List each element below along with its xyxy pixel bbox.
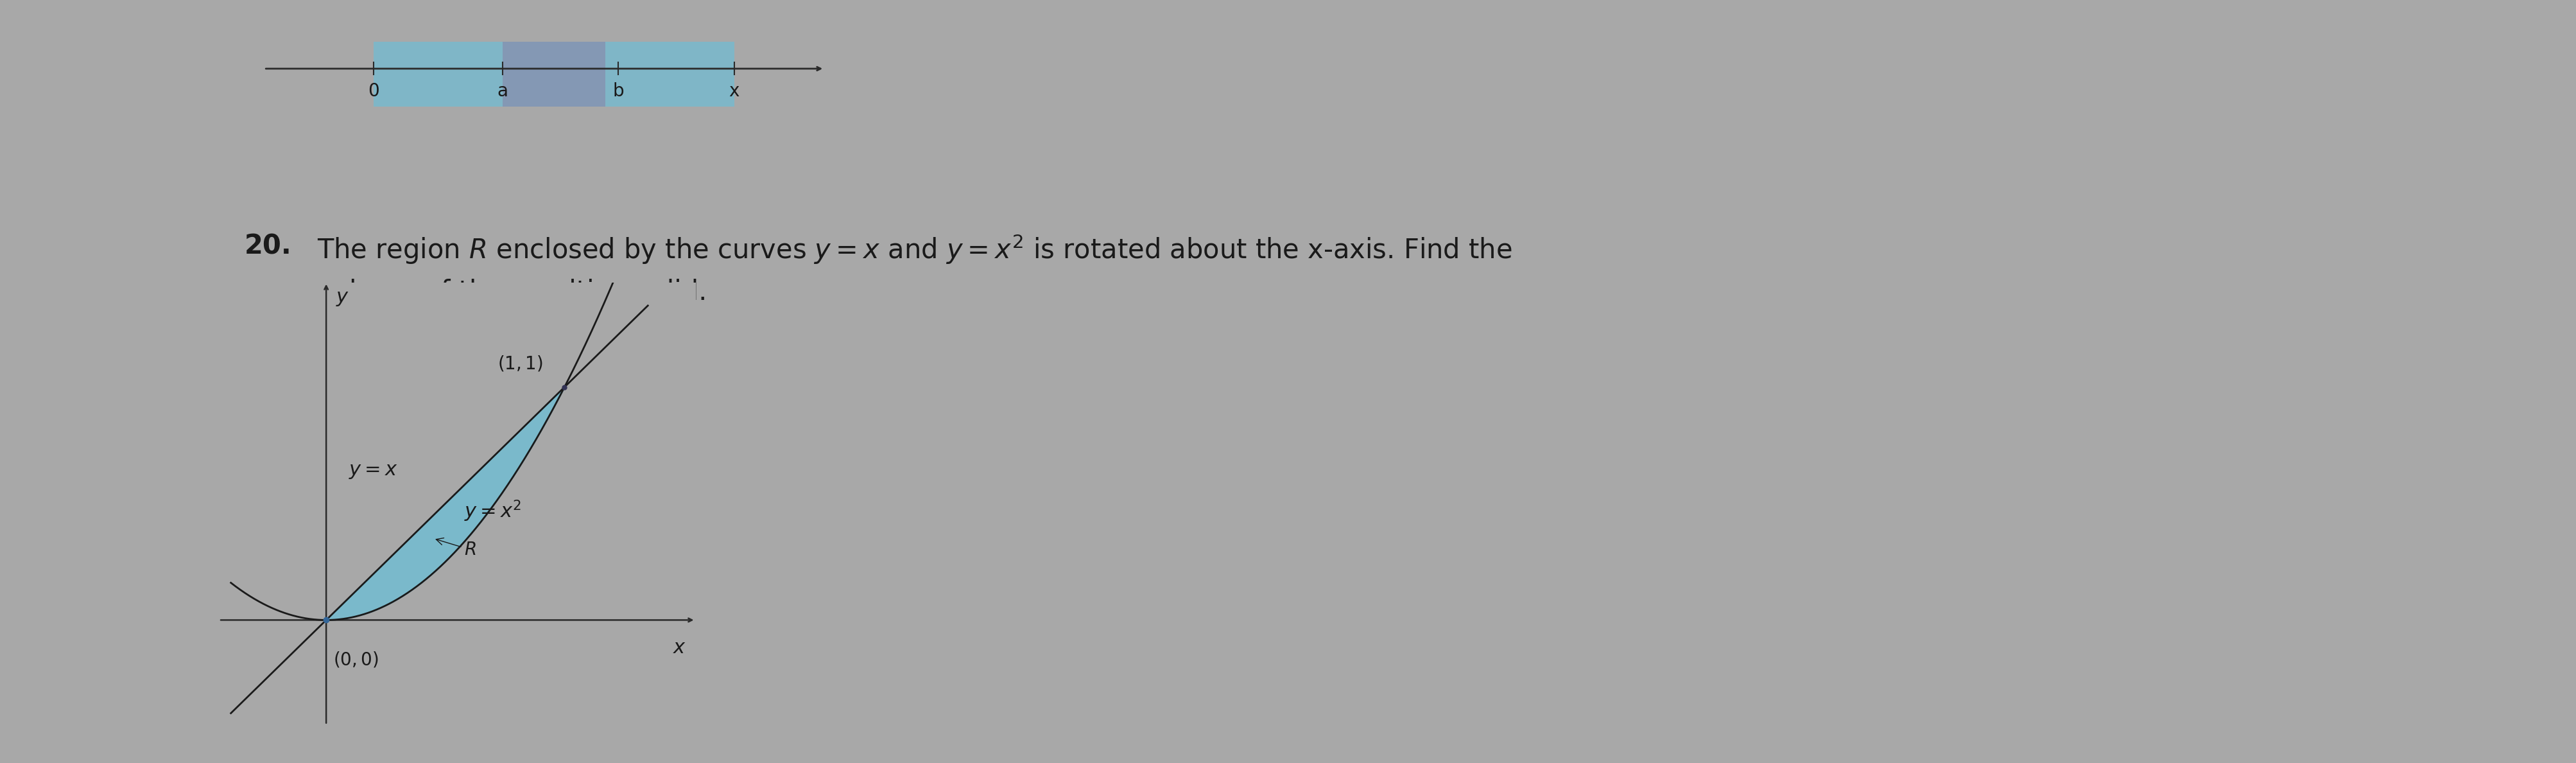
Text: x: x	[729, 82, 739, 101]
Text: $y = x^2$: $y = x^2$	[464, 499, 523, 523]
Text: 0: 0	[368, 82, 379, 101]
Text: The region $R$ enclosed by the curves $y = x$ and $y = x^2$ is rotated about the: The region $R$ enclosed by the curves $y…	[317, 233, 1512, 266]
Text: $R$: $R$	[435, 538, 477, 559]
Text: volume of the resulting solid.: volume of the resulting solid.	[317, 278, 706, 305]
Text: $y$: $y$	[335, 289, 350, 308]
Text: 20.: 20.	[245, 233, 291, 259]
Bar	[502, 42, 605, 107]
Text: $x$: $x$	[672, 639, 685, 657]
Text: b: b	[613, 82, 623, 101]
Bar	[374, 42, 734, 107]
Text: $y = x$: $y = x$	[348, 462, 397, 480]
Text: $(1, 1)$: $(1, 1)$	[497, 355, 544, 373]
Text: $(0, 0)$: $(0, 0)$	[332, 650, 379, 669]
Text: a: a	[497, 82, 507, 101]
